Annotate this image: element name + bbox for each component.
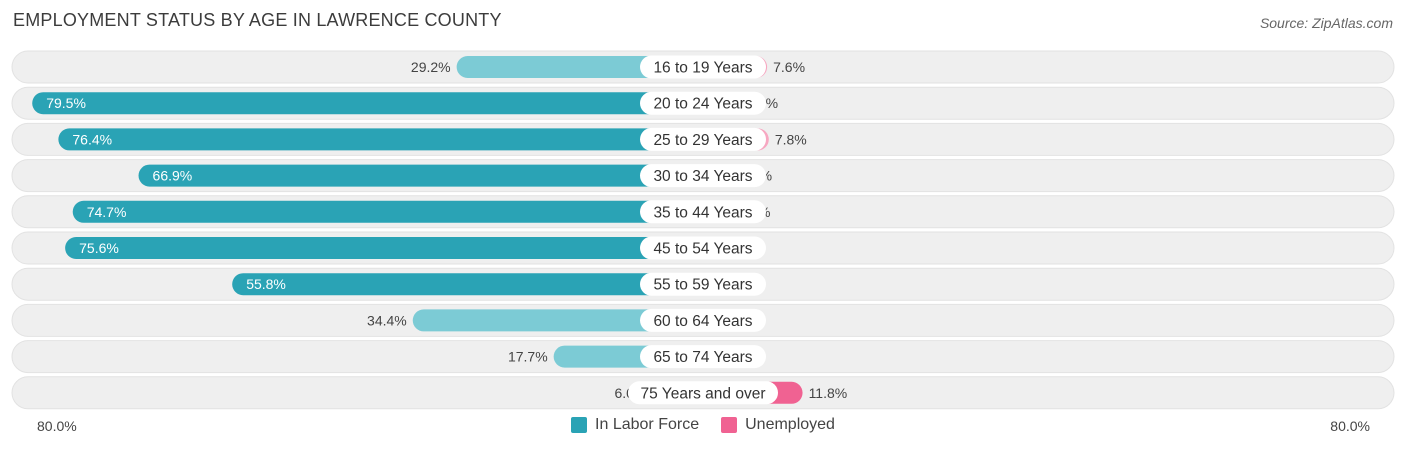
legend-swatch-unemployed (721, 417, 738, 433)
category-pill (640, 91, 766, 115)
chart-title: EMPLOYMENT STATUS BY AGE IN LAWRENCE COU… (13, 10, 502, 30)
category-label: 16 to 19 Years (653, 60, 752, 77)
labor-bar[interactable] (32, 92, 703, 115)
unemployed-value-label: 7.6% (773, 59, 805, 75)
category-label: 30 to 34 Years (653, 168, 752, 185)
unemployed-value-label: 11.8% (809, 385, 848, 401)
category-pill (640, 236, 766, 260)
legend-item-labor[interactable]: In Labor Force (571, 416, 699, 434)
category-pill (640, 200, 766, 224)
category-label: 45 to 54 Years (653, 241, 752, 258)
category-label: 65 to 74 Years (653, 349, 752, 366)
category-label: 60 to 64 Years (653, 313, 752, 330)
labor-value-label: 66.9% (153, 168, 193, 184)
category-label: 75 Years and over (641, 385, 766, 402)
category-label: 55 to 59 Years (653, 277, 752, 294)
category-pill (640, 345, 766, 369)
category-pill (640, 127, 766, 151)
legend-item-unemployed[interactable]: Unemployed (721, 416, 835, 434)
category-pill (628, 381, 778, 405)
labor-bar[interactable] (65, 237, 703, 259)
legend-label-labor: In Labor Force (595, 416, 700, 433)
labor-value-label: 55.8% (246, 276, 286, 292)
category-pill (640, 308, 766, 332)
labor-bar[interactable] (72, 200, 703, 223)
labor-bar[interactable] (138, 164, 703, 187)
labor-value-label: 75.6% (79, 240, 119, 256)
category-pill (640, 55, 766, 79)
labor-bar[interactable] (58, 128, 703, 151)
legend: In Labor Force Unemployed (0, 416, 1406, 434)
labor-bar[interactable] (232, 273, 703, 296)
category-label: 35 to 44 Years (653, 204, 752, 221)
category-label: 25 to 29 Years (653, 132, 752, 149)
labor-value-label: 34.4% (367, 312, 407, 328)
source-note: Source: ZipAtlas.com (1259, 15, 1393, 31)
category-pill (640, 164, 766, 188)
labor-value-label: 29.2% (411, 59, 451, 75)
axis-label-left: 80.0% (37, 418, 77, 434)
labor-value-label: 74.7% (87, 204, 127, 220)
unemployed-value-label: 7.8% (775, 131, 807, 147)
labor-value-label: 79.5% (46, 95, 86, 111)
labor-value-label: 76.4% (72, 131, 112, 147)
labor-value-label: 17.7% (508, 349, 548, 365)
legend-label-unemployed: Unemployed (745, 416, 835, 433)
category-label: 20 to 24 Years (653, 96, 752, 113)
category-pill (640, 272, 766, 296)
labor-bar[interactable] (412, 309, 703, 332)
legend-swatch-labor (571, 417, 588, 433)
axis-label-right: 80.0% (1330, 418, 1370, 434)
